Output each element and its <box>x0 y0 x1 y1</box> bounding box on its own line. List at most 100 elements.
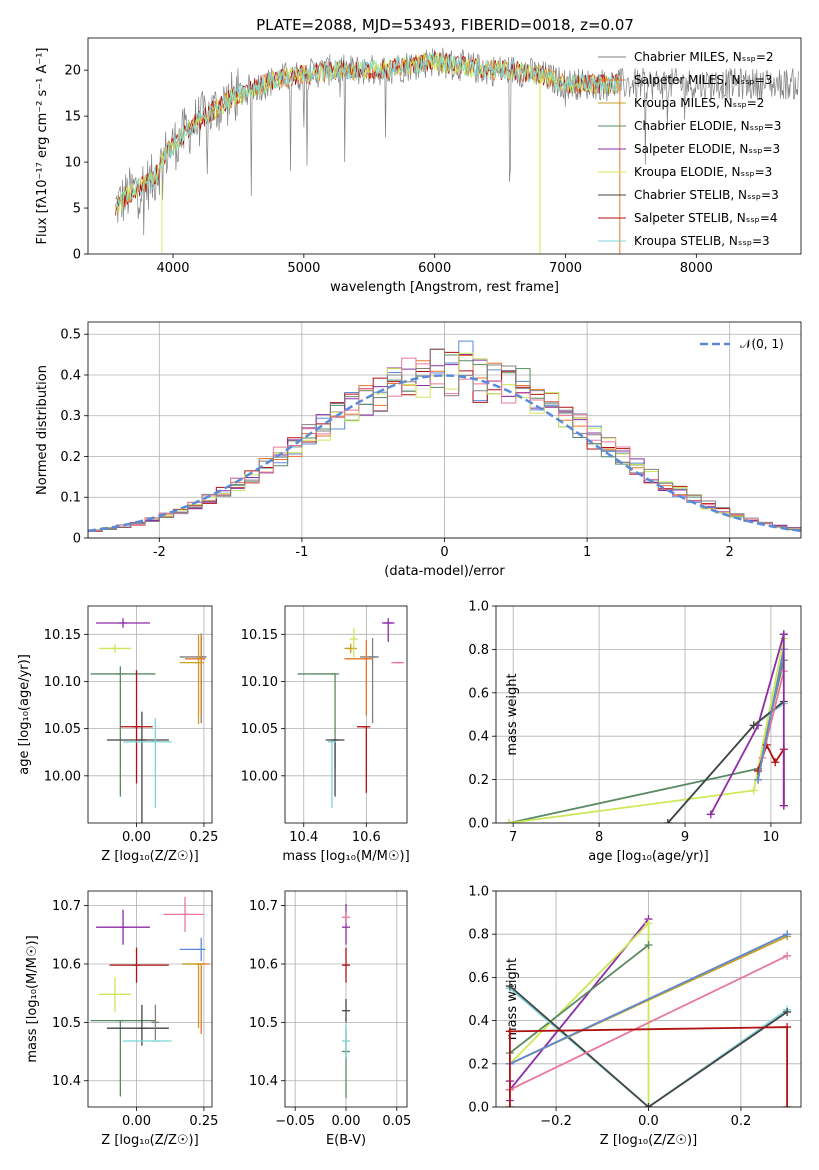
spectrum-data-line <box>115 47 799 236</box>
x-tick-label: 9 <box>681 830 689 845</box>
x-tick-label: 4000 <box>156 261 189 276</box>
plus-marker <box>783 1103 792 1107</box>
plus-marker <box>644 1103 653 1107</box>
plus-marker <box>771 758 780 767</box>
y-tick-label: 10.6 <box>52 957 81 972</box>
x-tick-label: −0.2 <box>540 1114 572 1129</box>
plus-marker <box>706 810 715 819</box>
legend-label: Chabrier STELIB, Nₛₛₚ=3 <box>634 188 779 202</box>
y-tick-label: 10.5 <box>52 1016 81 1031</box>
y-tick-label: 0.6 <box>468 971 489 986</box>
x-axis-label: age [log₁₀(age/yr)] <box>588 849 709 864</box>
plus-marker <box>505 1103 514 1107</box>
x-axis-label: (data-model)/error <box>384 564 505 579</box>
y-tick-label: 0.2 <box>468 773 489 788</box>
x-tick-label: 8000 <box>680 261 713 276</box>
legend-label: Salpeter MILES, Nₛₛₚ=3 <box>634 73 772 87</box>
plus-marker <box>783 1007 792 1016</box>
x-tick-label: 0.0 <box>638 1114 659 1129</box>
y-tick-label: 0.0 <box>468 817 489 832</box>
axes-frame <box>284 605 408 824</box>
weight-series-line <box>509 933 788 1065</box>
plus-marker <box>504 819 513 823</box>
weight-vs-metallicity-panel: −0.2 0.0 0.2 0.0 0.2 0.4 0.6 0.8 1.0 Z [log₁₀(Z/Z… <box>468 885 802 1148</box>
axes-frame <box>495 605 802 824</box>
legend-label: Kroupa MILES, Nₛₛₚ=2 <box>634 96 764 110</box>
x-tick-label: 0.00 <box>122 830 151 845</box>
y-tick-label: 10.00 <box>241 769 278 784</box>
x-tick-label: 6000 <box>418 261 451 276</box>
y-tick-label: 10.7 <box>249 899 278 914</box>
x-tick-label: 10.4 <box>289 830 318 845</box>
plus-marker <box>644 941 653 949</box>
x-tick-label: 0.05 <box>382 1114 411 1129</box>
y-tick-label: 10.5 <box>249 1016 278 1031</box>
plus-marker <box>783 930 792 939</box>
y-tick-label: 0.0 <box>468 1101 489 1116</box>
y-axis-label: mass weight <box>505 958 520 1040</box>
y-tick-label: 0.8 <box>468 643 489 658</box>
x-axis-label: Z [log₁₀(Z/Z☉)] <box>101 1133 198 1148</box>
plus-marker <box>754 775 763 784</box>
y-tick-label: 10.10 <box>44 675 81 690</box>
weight-vs-age-panel: 7 8 9 10 0.0 0.2 0.4 0.6 0.8 1.0 age [log₁₀(age/yr… <box>468 600 802 864</box>
x-tick-label: 0.25 <box>189 830 218 845</box>
y-axis-label: age [log₁₀(age/yr)] <box>17 654 32 775</box>
y-axis-label: Flux [fλ10⁻¹⁷ erg cm⁻² s⁻¹ A⁻¹] <box>35 48 50 245</box>
y-tick-label: 0.3 <box>60 409 81 424</box>
plus-marker <box>749 721 758 730</box>
y-tick-label: 0.2 <box>468 1057 489 1072</box>
histogram-step <box>88 348 801 538</box>
y-tick-label: 10.00 <box>44 769 81 784</box>
x-tick-label: 0.2 <box>731 1114 752 1129</box>
y-tick-label: 10 <box>64 156 81 171</box>
spectrum-model-line <box>115 51 621 208</box>
y-tick-label: 10.4 <box>249 1074 278 1089</box>
y-tick-label: 1.0 <box>468 600 489 615</box>
x-axis-label: E(B-V) <box>326 1133 366 1148</box>
weight-series-line <box>757 649 785 780</box>
plus-marker <box>663 819 672 823</box>
x-tick-label: −0.05 <box>275 1114 315 1129</box>
x-tick-label: 5000 <box>287 261 320 276</box>
y-axis-label: Normed distribution <box>35 365 50 495</box>
y-tick-label: 10.4 <box>52 1074 81 1089</box>
y-axis-label: mass [log₁₀(M/M☉)] <box>25 935 40 1062</box>
y-tick-label: 0 <box>73 532 81 547</box>
weight-series-line <box>508 638 785 823</box>
plot-area <box>505 915 792 1107</box>
plus-marker <box>779 801 788 810</box>
weight-series-line <box>710 633 785 815</box>
plus-marker <box>505 1027 514 1036</box>
normal-curve <box>88 374 801 533</box>
legend-label: Salpeter STELIB, Nₛₛₚ=4 <box>634 211 778 225</box>
plus-marker <box>783 1023 792 1032</box>
x-tick-label: -2 <box>153 545 166 560</box>
plot-area <box>342 903 350 1099</box>
y-tick-label: 0.8 <box>468 928 489 943</box>
plot-area <box>115 47 799 254</box>
axes-frame <box>495 890 802 1108</box>
y-tick-label: 10.6 <box>249 957 278 972</box>
y-tick-label: 0.5 <box>60 328 81 343</box>
weight-series-line <box>508 660 785 823</box>
y-axis-label: mass weight <box>505 673 520 755</box>
y-tick-label: 0.2 <box>60 450 81 465</box>
x-tick-label: 7000 <box>549 261 582 276</box>
plot-area <box>90 618 207 823</box>
legend-label: Salpeter ELODIE, Nₛₛₚ=3 <box>634 142 780 156</box>
mass-vs-ebv-panel: −0.05 0.00 0.05 10.4 10.5 10.6 10.7 E(B-V) <box>249 890 411 1148</box>
y-tick-label: 15 <box>64 110 81 125</box>
plot-area <box>90 896 210 1097</box>
legend-label: Chabrier MILES, Nₛₛₚ=2 <box>634 50 774 64</box>
y-tick-label: 10.7 <box>52 899 81 914</box>
y-tick-label: 10.05 <box>241 722 278 737</box>
weight-series-line <box>509 944 650 1054</box>
x-tick-label: 0.25 <box>189 1114 218 1129</box>
y-tick-label: 10.15 <box>241 628 278 643</box>
y-tick-label: 0.4 <box>60 368 81 383</box>
y-tick-label: 1.0 <box>468 885 489 900</box>
spectrum-panel: 4000 5000 6000 7000 8000 0 5 10 15 20 wavelength [… <box>35 37 802 295</box>
legend-label: Chabrier ELODIE, Nₛₛₚ=3 <box>634 119 781 133</box>
